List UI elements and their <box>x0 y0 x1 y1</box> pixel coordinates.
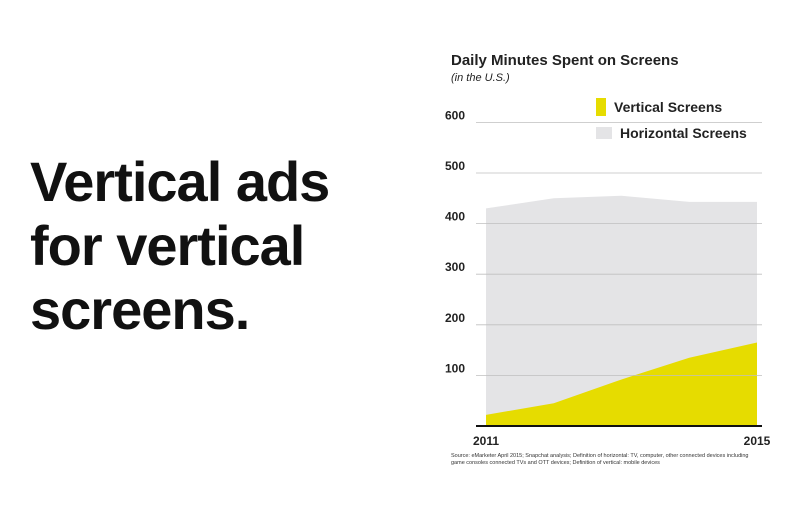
legend-item-horizontal: Horizontal Screens <box>596 125 747 141</box>
chart-subtitle: (in the U.S.) <box>451 72 510 84</box>
headline-line-3: screens. <box>30 278 250 341</box>
chart-title: Daily Minutes Spent on Screens <box>451 52 679 69</box>
x-tick-label-2015: 2015 <box>744 434 771 448</box>
x-tick-label-2011: 2011 <box>473 434 499 448</box>
source-footnote: Source: eMarketer April 2015; Snapchat a… <box>451 453 749 466</box>
y-tick-label-300: 300 <box>445 260 465 274</box>
y-tick-label-200: 200 <box>445 311 465 325</box>
series-area-vertical <box>486 342 757 426</box>
legend-swatch-vertical <box>596 98 606 116</box>
legend-swatch-horizontal <box>596 127 612 139</box>
y-tick-label-600: 600 <box>445 108 465 122</box>
headline-line-1: Vertical ads <box>30 150 330 213</box>
legend-label-horizontal: Horizontal Screens <box>620 125 747 141</box>
y-tick-label-400: 400 <box>445 210 465 224</box>
legend-item-vertical: Vertical Screens <box>596 98 722 116</box>
y-tick-label-500: 500 <box>445 159 465 173</box>
headline: Vertical ads for vertical screens. <box>30 150 330 342</box>
y-tick-label-100: 100 <box>445 361 465 375</box>
headline-line-2: for vertical <box>30 214 305 277</box>
legend-label-vertical: Vertical Screens <box>614 99 723 115</box>
